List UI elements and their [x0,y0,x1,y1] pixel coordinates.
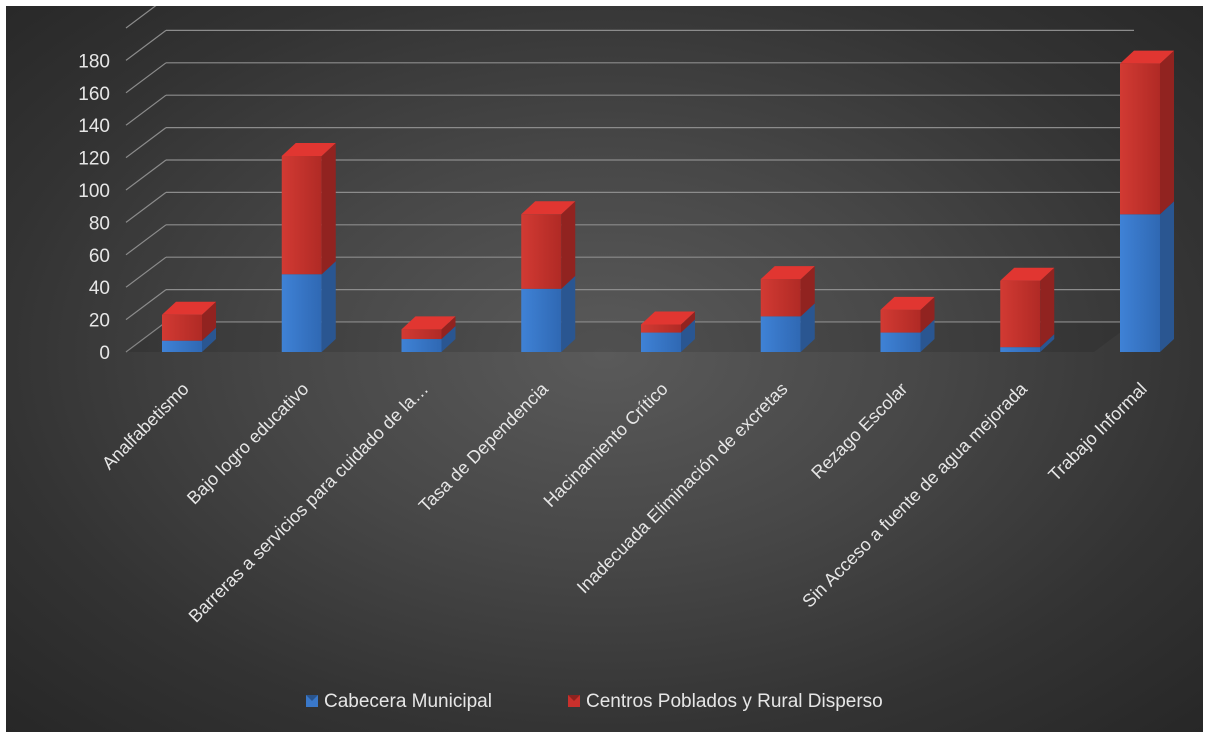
bar-segment-rural [1000,280,1041,348]
x-tick-label: Barreras a servicios para cuidado de la… [185,379,433,627]
bar-stack [281,142,336,352]
bar-segment-cabecera [281,274,322,352]
bar-segment-cabecera [760,316,801,352]
gridline-depth [125,159,167,191]
x-tick-label: Hacinamiento Crítico [540,379,672,511]
bar-stack [401,316,456,352]
x-tick-label: Analfabetismo [98,379,193,474]
y-tick-label: 160 [78,84,110,105]
bar-segment-cabecera [1000,347,1041,352]
legend-label: Centros Poblados y Rural Disperso [586,691,883,712]
x-tick-label: Tasa de Dependencia [415,378,553,516]
gridline-depth [125,289,167,321]
legend-swatch-shade [568,695,580,701]
gridline-depth [125,256,167,288]
bar-side [681,311,695,333]
bar-top [760,266,815,280]
bar-side [202,301,216,341]
bar-side [1160,50,1174,215]
bar-top [880,296,935,310]
bar-top [1000,267,1055,281]
gridlines [125,6,1134,353]
x-tick-label: Bajo logro educativo [183,379,312,508]
legend-item: Cabecera Municipal [306,691,492,712]
bar-side [441,326,456,352]
x-tick-label: Inadecuada Eliminación de excretas [573,379,792,598]
bar-side [561,275,576,352]
bar-stack [162,301,216,352]
bar-side [1040,267,1055,348]
y-tick-label: 80 [89,213,110,234]
bar-side [202,327,216,352]
bar-top [1120,50,1174,64]
bar-stack [1000,267,1055,352]
bar-side [681,319,695,352]
bar-segment-cabecera [521,288,562,352]
bar-segment-rural [281,155,322,275]
bar-stack [641,311,695,352]
bar-top [401,316,456,330]
bar-side [321,261,336,352]
bar-segment-rural [162,314,202,341]
bar-stack [760,266,815,352]
bar-stack [521,201,576,352]
bar-top [521,201,576,215]
bar-side [1040,334,1055,352]
x-tick-label: Sin Acceso a fuente de agua mejorada [798,378,1031,611]
bar-segment-cabecera [162,340,202,352]
gridline-depth [125,29,167,61]
gridline-depth [125,62,167,94]
gridline-depth [125,191,167,223]
y-axis: 0 20 40 60 80 100 120 140 160 180 [78,51,110,364]
bar-segment-rural [1120,63,1160,215]
y-tick-label: 20 [89,311,110,332]
bar-segment-cabecera [401,339,442,352]
chart-area: 0 20 40 60 80 100 120 140 160 180 Analfabetismo Ba… [6,6,1203,732]
gridline-depth [125,127,167,159]
x-tick-label: Trabajo Informal [1044,379,1150,485]
bar-side [920,296,935,333]
gridline-depth [125,6,157,29]
bar-side [561,201,576,289]
legend: Cabecera Municipal Centros Poblados y Rur… [306,691,883,712]
bar-stack [1120,50,1174,352]
legend-label: Cabecera Municipal [324,691,492,712]
y-tick-label: 120 [78,149,110,170]
bar-segment-rural [521,214,562,289]
gridline-depth [125,224,167,256]
bar-side [800,303,815,352]
bar-side [920,319,935,352]
bar-segment-rural [880,309,921,333]
bar-segment-rural [760,279,801,317]
bar-side [1160,201,1174,352]
legend-item: Centros Poblados y Rural Disperso [568,691,883,712]
bar-side [321,142,336,275]
bar-segment-cabecera [641,332,681,352]
bars [162,50,1174,352]
bar-stack [880,296,935,352]
stacked-column-chart: 0 20 40 60 80 100 120 140 160 180 AnalfabetismoBa… [78,6,1174,712]
y-tick-label: 140 [78,116,110,137]
bar-segment-cabecera [880,332,921,352]
bar-side [441,316,456,340]
bar-top [641,311,695,325]
bar-top [162,301,216,315]
y-tick-label: 100 [78,181,110,202]
bar-side [800,266,815,317]
legend-swatch-shade [306,695,318,701]
gridline-depth [125,321,167,353]
y-tick-label: 180 [78,51,110,72]
bar-segment-rural [401,329,442,340]
y-tick-label: 0 [99,343,110,364]
x-tick-label: Rezago Escolar [807,379,911,483]
y-tick-label: 60 [89,246,110,267]
bar-top [281,142,336,156]
floor [126,322,1134,352]
bar-segment-rural [641,324,681,333]
y-tick-label: 40 [89,278,110,299]
gridline-depth [125,94,167,126]
bar-segment-cabecera [1120,214,1160,352]
